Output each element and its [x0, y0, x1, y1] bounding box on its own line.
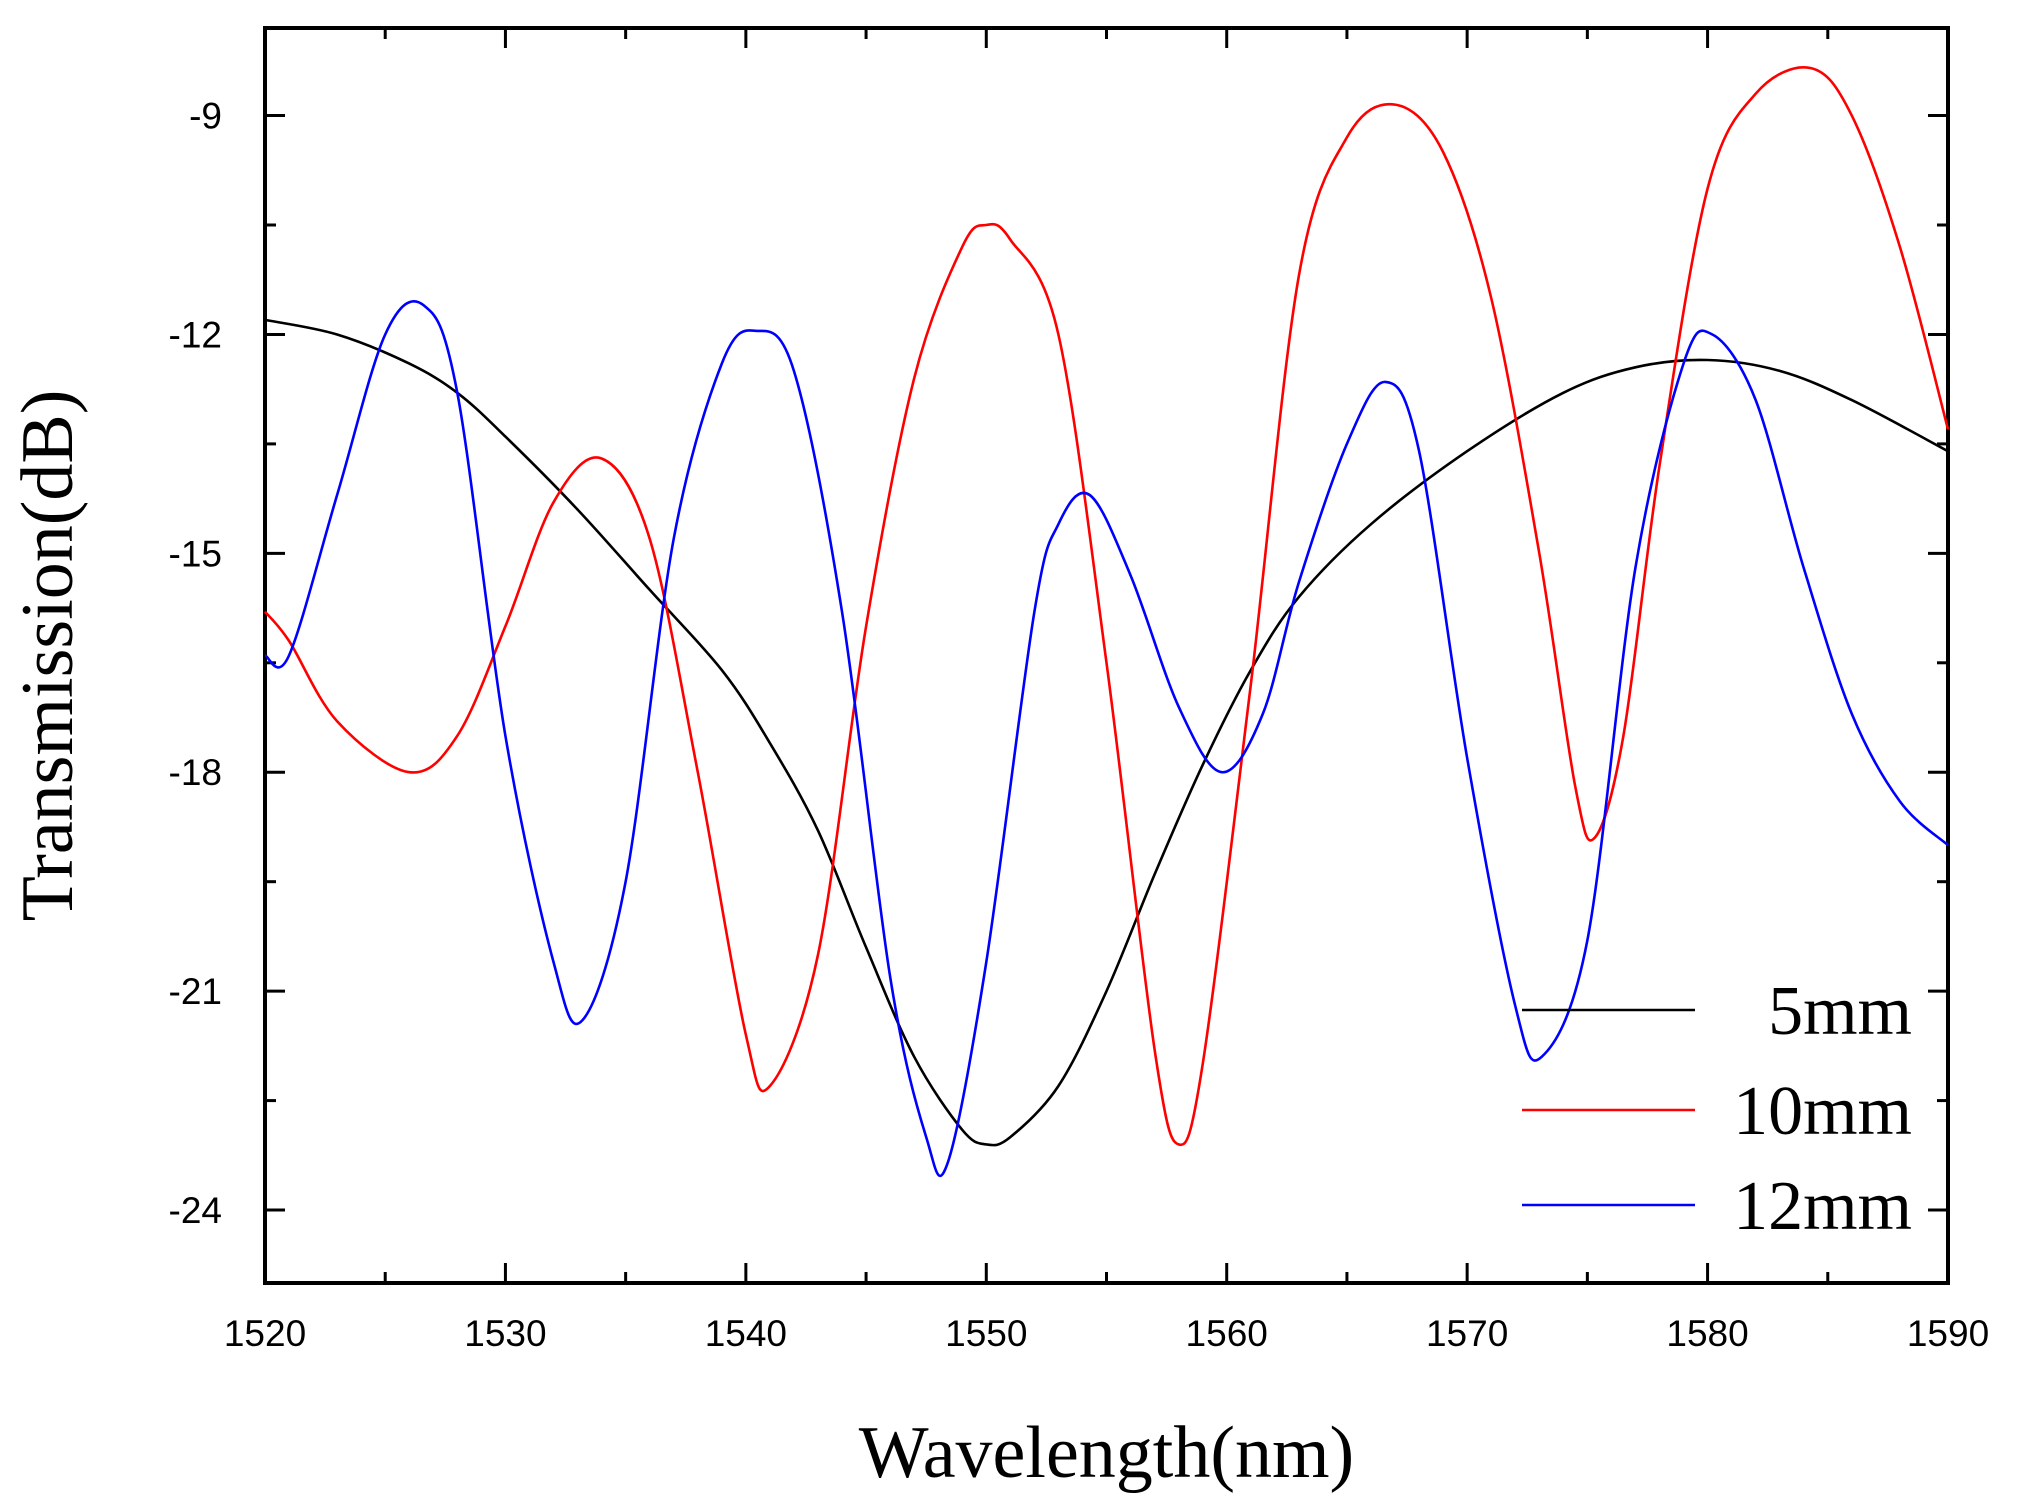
- legend-label-5mm: 5mm: [1768, 973, 1912, 1050]
- y-tick-label: -21: [169, 971, 222, 1012]
- y-axis-title: Transmission(dB): [7, 390, 89, 922]
- legend-label-12mm: 12mm: [1733, 1168, 1912, 1245]
- x-axis: 1520 1530 1540 1550 1560 1570 1580 1590: [224, 28, 1989, 1354]
- x-axis-title: Wavelength(nm): [859, 1412, 1354, 1494]
- series-line-10mm: [263, 66, 1950, 1147]
- y-axis: -9 -12 -15 -18 -21 -24: [169, 96, 1948, 1231]
- series-line-12mm: [264, 300, 1949, 1178]
- x-tick-label: 1550: [945, 1313, 1027, 1354]
- x-tick-label: 1530: [464, 1313, 546, 1354]
- series-line-5mm: [264, 318, 1949, 1147]
- y-tick-label: -15: [169, 533, 222, 574]
- x-tick-label: 1580: [1666, 1313, 1748, 1354]
- x-tick-label: 1540: [705, 1313, 787, 1354]
- y-tick-label: -9: [189, 96, 222, 137]
- y-tick-label: -12: [169, 314, 222, 355]
- x-tick-label: 1520: [224, 1313, 306, 1354]
- series-layer: [263, 66, 1950, 1178]
- legend-label-10mm: 10mm: [1733, 1073, 1912, 1150]
- legend: 5mm 10mm 12mm: [1522, 973, 1912, 1245]
- x-tick-label: 1560: [1186, 1313, 1268, 1354]
- x-tick-label: 1570: [1426, 1313, 1508, 1354]
- x-tick-label: 1590: [1907, 1313, 1989, 1354]
- y-tick-label: -18: [169, 752, 222, 793]
- y-tick-label: -24: [169, 1190, 222, 1231]
